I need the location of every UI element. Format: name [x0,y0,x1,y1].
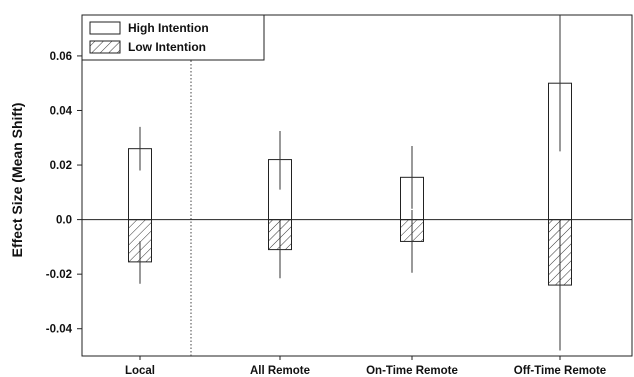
y-tick-label: -0.02 [46,269,72,281]
x-tick-label: Local [125,365,155,377]
y-tick-label: -0.04 [46,324,73,336]
legend-label: Low Intention [128,40,206,54]
plot-area: -0.04 -0.02 0.0 0.02 0.04 0.06 Local All Remote… [46,14,633,377]
high-intention-legend-swatch [89,21,121,35]
y-tick-label: 0.0 [56,215,72,227]
legend-label: High Intention [128,21,209,35]
y-tick-label: 0.06 [50,51,72,63]
x-tick-label: On-Time Remote [366,365,458,377]
low-intention-legend-swatch [89,40,121,54]
plot-frame [81,14,633,357]
y-tick-label: 0.04 [50,105,73,117]
y-axis-title: Effect Size (Mean Shift) [9,103,25,258]
x-tick-label: Off-Time Remote [514,365,606,377]
y-tick-label: 0.02 [50,160,72,172]
x-tick-label: All Remote [250,365,310,377]
